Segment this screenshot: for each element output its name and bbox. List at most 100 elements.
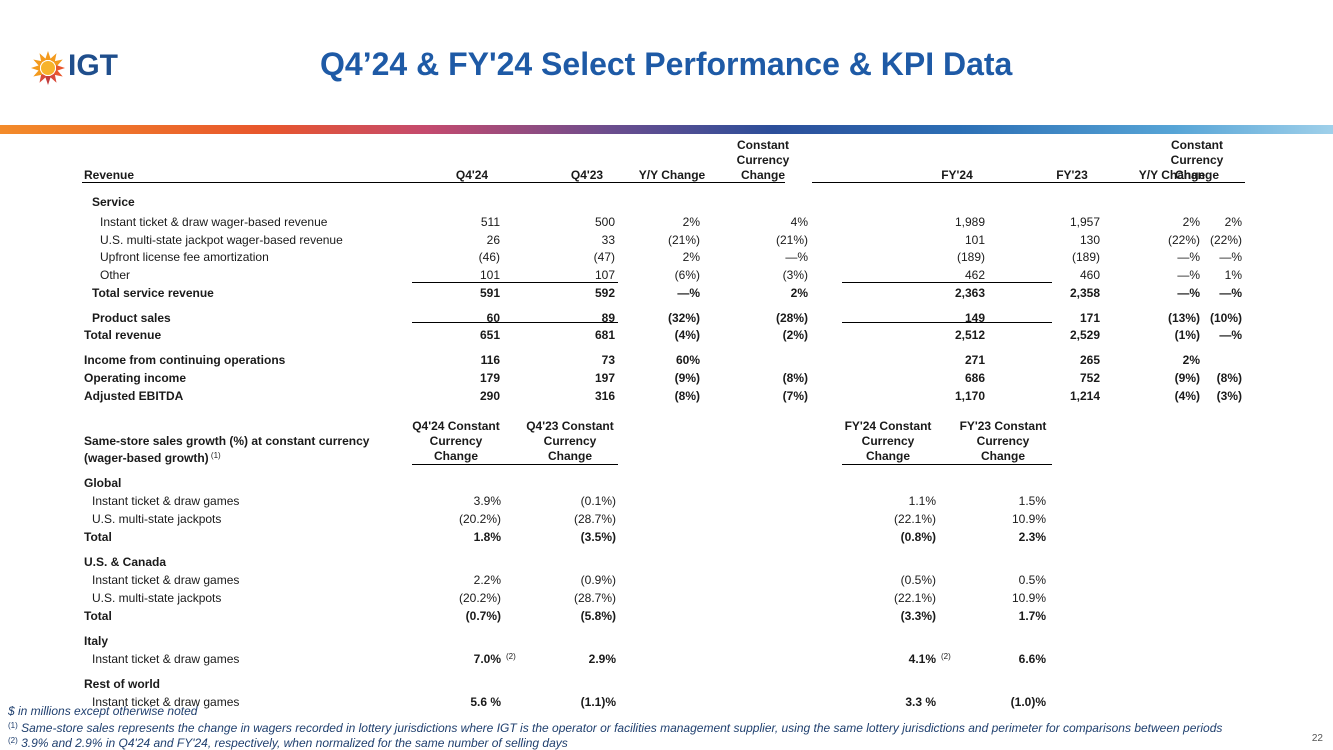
table-cell: 5.6 % <box>470 695 501 709</box>
table-cell: 460 <box>1079 268 1100 282</box>
table-cell: 592 <box>594 286 615 300</box>
row-label: U.S. multi-state jackpots <box>92 512 222 526</box>
table-cell: (1%) <box>1174 328 1200 342</box>
row-label: Total <box>84 530 112 544</box>
table-cell: (21%) <box>775 233 808 247</box>
table-cell: 271 <box>964 353 985 367</box>
table-cell: —% <box>1219 286 1242 300</box>
table-cell: 2% <box>790 286 808 300</box>
table-cell: 4.1% <box>908 652 936 666</box>
sum-rule <box>412 322 618 323</box>
column-header: FY'23 <box>1056 168 1088 182</box>
table-cell: (3%) <box>782 268 808 282</box>
sss-column-header: FY'24 Constant <box>844 419 932 433</box>
row-label: Other <box>100 268 131 282</box>
table-cell: 290 <box>479 389 500 403</box>
row-label: Instant ticket & draw games <box>92 573 240 587</box>
table-cell: 2% <box>1182 353 1200 367</box>
table-cell: —% <box>1177 286 1200 300</box>
header-rule <box>842 464 1052 465</box>
column-header-cc: Change <box>740 168 785 182</box>
table-cell: 591 <box>479 286 500 300</box>
sss-column-header: Change <box>980 449 1025 463</box>
row-label: Upfront license fee amortization <box>100 250 269 264</box>
row-label: Instant ticket & draw wager-based revenu… <box>100 215 328 229</box>
table-cell: (9%) <box>674 371 700 385</box>
table-cell: 651 <box>479 328 500 342</box>
table-cell: 149 <box>964 311 985 325</box>
gradient-divider <box>0 125 1333 134</box>
footnote-marker: (2) <box>941 652 951 661</box>
table-cell: (22%) <box>1167 233 1200 247</box>
table-cell: 2% <box>1224 215 1242 229</box>
revenue-header-label: Revenue <box>84 168 135 182</box>
table-cell: 130 <box>1079 233 1100 247</box>
table-cell: 33 <box>601 233 615 247</box>
table-cell: (1.0)% <box>1010 695 1046 709</box>
table-cell: (6%) <box>674 268 700 282</box>
table-cell: 197 <box>594 371 615 385</box>
table-cell: 60% <box>675 353 700 367</box>
sss-column-header: Change <box>433 449 478 463</box>
sss-column-header: Change <box>865 449 910 463</box>
table-cell: —% <box>785 250 808 264</box>
sss-column-header: Q4'24 Constant <box>412 419 500 433</box>
table-cell: 2,512 <box>954 328 985 342</box>
table-cell: (189) <box>956 250 985 264</box>
page-number: 22 <box>1311 733 1323 744</box>
sum-rule <box>842 322 1052 323</box>
sss-header-label: Same-store sales growth (%) at constant … <box>84 434 370 448</box>
table-cell: (22.1%) <box>893 512 936 526</box>
table-cell: (32%) <box>667 311 700 325</box>
table-cell: (8%) <box>674 389 700 403</box>
table-cell: —% <box>1219 250 1242 264</box>
table-cell: 1,214 <box>1069 389 1100 403</box>
table-cell: —% <box>1219 328 1242 342</box>
table-cell: 511 <box>480 215 500 229</box>
sss-column-header: Change <box>547 449 592 463</box>
table-cell: —% <box>1177 268 1200 282</box>
table-cell: (0.9%) <box>580 573 616 587</box>
table-cell: —% <box>1177 250 1200 264</box>
table-cell: 1.8% <box>473 530 501 544</box>
column-header: Y/Y Change <box>638 168 706 182</box>
column-header-cc: Currency <box>1170 153 1224 167</box>
region-label: Global <box>84 476 122 490</box>
table-cell: 73 <box>601 353 615 367</box>
table-cell: (189) <box>1071 250 1100 264</box>
sum-rule <box>412 282 618 283</box>
table-cell: 1,170 <box>954 389 985 403</box>
table-cell: (28.7%) <box>573 591 616 605</box>
row-label: Total service revenue <box>92 286 214 300</box>
header-rule <box>812 182 1245 183</box>
table-cell: (22%) <box>1209 233 1242 247</box>
sss-column-header: Q4'23 Constant <box>526 419 614 433</box>
table-cell: (8%) <box>1216 371 1242 385</box>
table-cell: 4% <box>790 215 808 229</box>
table-cell: (3%) <box>1216 389 1242 403</box>
table-cell: 3.9% <box>473 494 501 508</box>
column-header: FY'24 <box>941 168 973 182</box>
row-label: Instant ticket & draw games <box>92 652 240 666</box>
row-label: U.S. multi-state jackpot wager-based rev… <box>100 233 343 247</box>
table-cell: 89 <box>601 311 615 325</box>
table-cell: 500 <box>594 215 615 229</box>
sss-column-header: Currency <box>861 434 915 448</box>
table-cell: 101 <box>479 268 500 282</box>
table-cell: 3.3 % <box>905 695 936 709</box>
region-label: Italy <box>84 634 109 648</box>
table-cell: (20.2%) <box>458 591 501 605</box>
footnote-1: (1) Same-store sales represents the chan… <box>8 721 1223 735</box>
table-cell: 101 <box>964 233 985 247</box>
sss-column-header: FY'23 Constant <box>959 419 1047 433</box>
table-cell: 26 <box>486 233 500 247</box>
table-cell: (28.7%) <box>573 512 616 526</box>
table-cell: 2.9% <box>588 652 616 666</box>
table-cell: 107 <box>594 268 615 282</box>
page-title: Q4’24 & FY'24 Select Performance & KPI D… <box>320 46 1013 82</box>
table-cell: (3.5%) <box>580 530 616 544</box>
table-cell: 681 <box>594 328 615 342</box>
logo-text: IGT <box>68 49 118 82</box>
footnote-marker: (2) <box>506 652 516 661</box>
column-header: Q4'24 <box>455 168 489 182</box>
